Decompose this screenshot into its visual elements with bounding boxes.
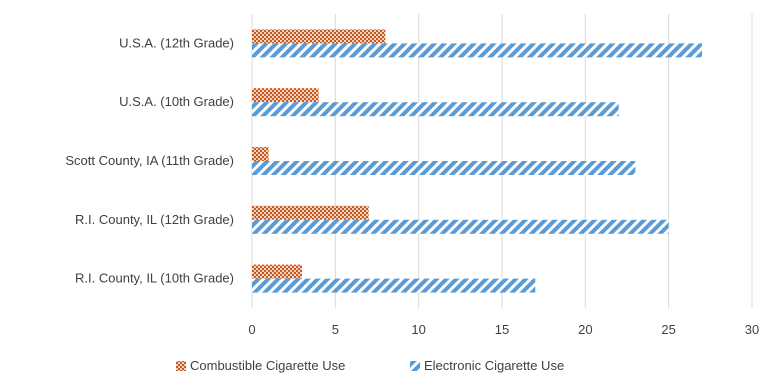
bar-electronic-1 xyxy=(252,102,619,117)
bar-combustible-1 xyxy=(252,88,319,103)
category-label: R.I. County, IL (12th Grade) xyxy=(75,212,234,227)
bar-electronic-4 xyxy=(252,278,536,293)
x-tick-label: 5 xyxy=(332,322,339,337)
bar-combustible-2 xyxy=(252,147,269,161)
x-tick-label: 30 xyxy=(745,322,759,337)
category-label: U.S.A. (12th Grade) xyxy=(119,35,234,50)
bar-combustible-3 xyxy=(252,205,369,220)
x-tick-label: 15 xyxy=(495,322,509,337)
legend-swatch-combustible xyxy=(176,361,186,371)
category-label: R.I. County, IL (10th Grade) xyxy=(75,271,234,286)
legend: Combustible Cigarette Use Electronic Ciga… xyxy=(176,358,564,373)
x-tick-label: 25 xyxy=(661,322,675,337)
legend-label-electronic: Electronic Cigarette Use xyxy=(424,358,564,373)
bar-electronic-2 xyxy=(252,161,636,175)
bars xyxy=(252,29,702,293)
bar-combustible-4 xyxy=(252,264,302,279)
legend-swatch-electronic xyxy=(410,361,420,371)
x-tick-label: 20 xyxy=(578,322,592,337)
category-label: U.S.A. (10th Grade) xyxy=(119,94,234,109)
category-label: Scott County, IA (11th Grade) xyxy=(65,153,234,168)
x-tick-label: 10 xyxy=(411,322,425,337)
category-labels: U.S.A. (12th Grade) U.S.A. (10th Grade) Sc… xyxy=(65,35,234,285)
legend-label-combustible: Combustible Cigarette Use xyxy=(190,358,345,373)
bar-combustible-0 xyxy=(252,29,386,44)
x-tick-label: 0 xyxy=(248,322,255,337)
x-axis-ticks: 0 5 10 15 20 25 30 xyxy=(248,322,759,337)
bar-electronic-0 xyxy=(252,43,702,58)
bar-electronic-3 xyxy=(252,219,669,234)
